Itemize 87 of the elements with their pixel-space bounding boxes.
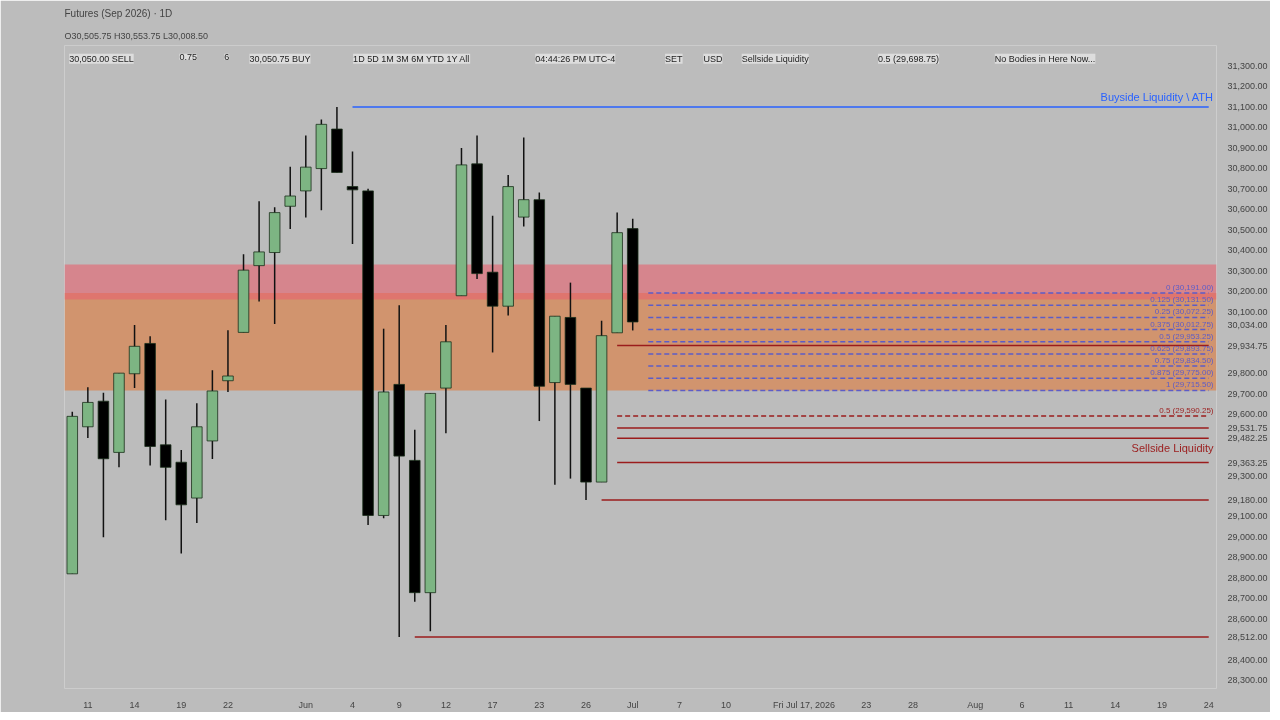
candlestick bbox=[284, 165, 296, 230]
y-tick-label: 28,900.00 bbox=[1227, 552, 1268, 563]
x-tick-label: 26 bbox=[581, 699, 592, 710]
x-tick-label: 11 bbox=[1063, 699, 1074, 710]
y-tick-label: 30,900.00 bbox=[1227, 142, 1268, 153]
y-tick-label: 29,100.00 bbox=[1227, 511, 1268, 522]
y-tick-label: 29,180.00 bbox=[1227, 495, 1268, 506]
y-tick-label: 30,200.00 bbox=[1227, 286, 1268, 297]
candlestick bbox=[518, 136, 530, 228]
y-tick-label: 30,300.00 bbox=[1227, 265, 1268, 276]
x-tick-label: Aug bbox=[967, 699, 984, 710]
x-tick-label: Jul bbox=[626, 699, 639, 710]
x-tick-label: 14 bbox=[1110, 699, 1121, 710]
series-label: 0.125 (30,131.50) bbox=[1150, 295, 1214, 305]
y-tick-label: 30,400.00 bbox=[1227, 245, 1268, 256]
series-label: 0.25 (30,072.25) bbox=[1154, 307, 1214, 317]
candlestick bbox=[253, 200, 265, 303]
y-tick-label: 31,000.00 bbox=[1227, 122, 1268, 133]
x-tick-label: 23 bbox=[861, 699, 872, 710]
annotation: Sellside Liquidity bbox=[741, 53, 810, 64]
annotation: USD bbox=[703, 53, 723, 64]
series-label: 1 (29,715.50) bbox=[1165, 380, 1214, 390]
series-label: 0 (30,191.00) bbox=[1165, 283, 1214, 293]
y-tick-label: 29,800.00 bbox=[1227, 368, 1268, 379]
y-tick-label: 28,700.00 bbox=[1227, 593, 1268, 604]
x-tick-label: 28 bbox=[907, 699, 918, 710]
y-tick-label: 28,300.00 bbox=[1227, 675, 1268, 686]
series-label: 0.375 (30,012.75) bbox=[1150, 319, 1214, 329]
x-tick-label: 12 bbox=[440, 699, 451, 710]
series-label: Sellside Liquidity bbox=[1131, 442, 1214, 455]
annotation: 0.5 (29,698.75) bbox=[878, 53, 940, 64]
x-tick-label: 10 bbox=[721, 699, 732, 710]
series-label: Buyside Liquidity \ ATH bbox=[1100, 90, 1213, 103]
y-tick-label: 28,512.00 bbox=[1227, 631, 1268, 642]
y-tick-label: 28,800.00 bbox=[1227, 572, 1268, 583]
y-tick-label: 29,000.00 bbox=[1227, 531, 1268, 542]
y-tick-label: 28,600.00 bbox=[1227, 613, 1268, 624]
y-tick-label: 30,700.00 bbox=[1227, 183, 1268, 194]
y-tick-label: 30,500.00 bbox=[1227, 224, 1268, 235]
x-tick-label: 9 bbox=[396, 699, 402, 710]
x-tick-label: 23 bbox=[534, 699, 545, 710]
y-tick-label: 29,600.00 bbox=[1227, 409, 1268, 420]
x-tick-label: 24 bbox=[1203, 699, 1214, 710]
annotation: 1D 5D 1M 3M 6M YTD 1Y All bbox=[353, 53, 470, 64]
y-tick-label: 31,100.00 bbox=[1227, 101, 1268, 112]
y-tick-label: 28,400.00 bbox=[1227, 654, 1268, 665]
y-tick-label: 31,300.00 bbox=[1227, 60, 1268, 71]
chart-subtitle: O30,505.75 H30,553.75 L30,008.50 bbox=[64, 30, 209, 41]
x-tick-label: 4 bbox=[350, 699, 356, 710]
x-tick-label: Fri Jul 17, 2026 bbox=[772, 699, 835, 710]
annotation: No Bodies in Here Now... bbox=[994, 53, 1096, 64]
annotation: 04:44:26 PM UTC-4 bbox=[535, 53, 616, 64]
x-tick-label: 17 bbox=[487, 699, 498, 710]
series-label: 0.875 (29,775.00) bbox=[1150, 368, 1214, 378]
candlestick bbox=[160, 398, 172, 521]
y-tick-label: 29,531.75 bbox=[1227, 423, 1268, 434]
annotation: 30,050.75 BUY bbox=[249, 53, 311, 64]
series-label: 0.5 (29,590.25) bbox=[1159, 406, 1214, 416]
y-tick-label: 29,363.25 bbox=[1227, 457, 1268, 468]
y-tick-label: 29,482.25 bbox=[1227, 433, 1268, 444]
y-tick-label: 30,600.00 bbox=[1227, 204, 1268, 215]
y-tick-label: 30,034.00 bbox=[1227, 320, 1268, 331]
annotation: 6 bbox=[224, 51, 230, 62]
y-tick-label: 31,200.00 bbox=[1227, 81, 1268, 92]
series-label: 0.75 (29,834.50) bbox=[1154, 356, 1214, 366]
y-tick-label: 29,700.00 bbox=[1227, 388, 1268, 399]
series-label: 0.625 (29,893.75) bbox=[1150, 343, 1214, 353]
candlestick bbox=[222, 329, 234, 393]
annotation: SET bbox=[665, 53, 684, 64]
series-label: 0.5 (29,953.25) bbox=[1159, 331, 1214, 341]
x-tick-label: 22 bbox=[222, 699, 233, 710]
x-tick-label: 19 bbox=[1157, 699, 1168, 710]
candlestick bbox=[300, 134, 312, 219]
y-tick-label: 29,934.75 bbox=[1227, 340, 1268, 351]
chart-title: Futures (Sep 2026) · 1D bbox=[64, 7, 173, 19]
y-tick-label: 30,100.00 bbox=[1227, 306, 1268, 317]
y-tick-label: 29,300.00 bbox=[1227, 470, 1268, 481]
annotation: 30,050.00 SELL bbox=[69, 53, 134, 64]
x-tick-label: 6 bbox=[1019, 699, 1025, 710]
candlestick bbox=[346, 150, 359, 245]
x-tick-label: 11 bbox=[83, 699, 93, 710]
x-tick-label: Jun bbox=[298, 699, 314, 710]
y-tick-label: 30,800.00 bbox=[1227, 163, 1268, 174]
x-tick-label: 7 bbox=[676, 699, 682, 710]
annotation: 0.75 bbox=[179, 51, 197, 62]
x-tick-label: 14 bbox=[129, 699, 140, 710]
x-tick-label: 19 bbox=[176, 699, 187, 710]
